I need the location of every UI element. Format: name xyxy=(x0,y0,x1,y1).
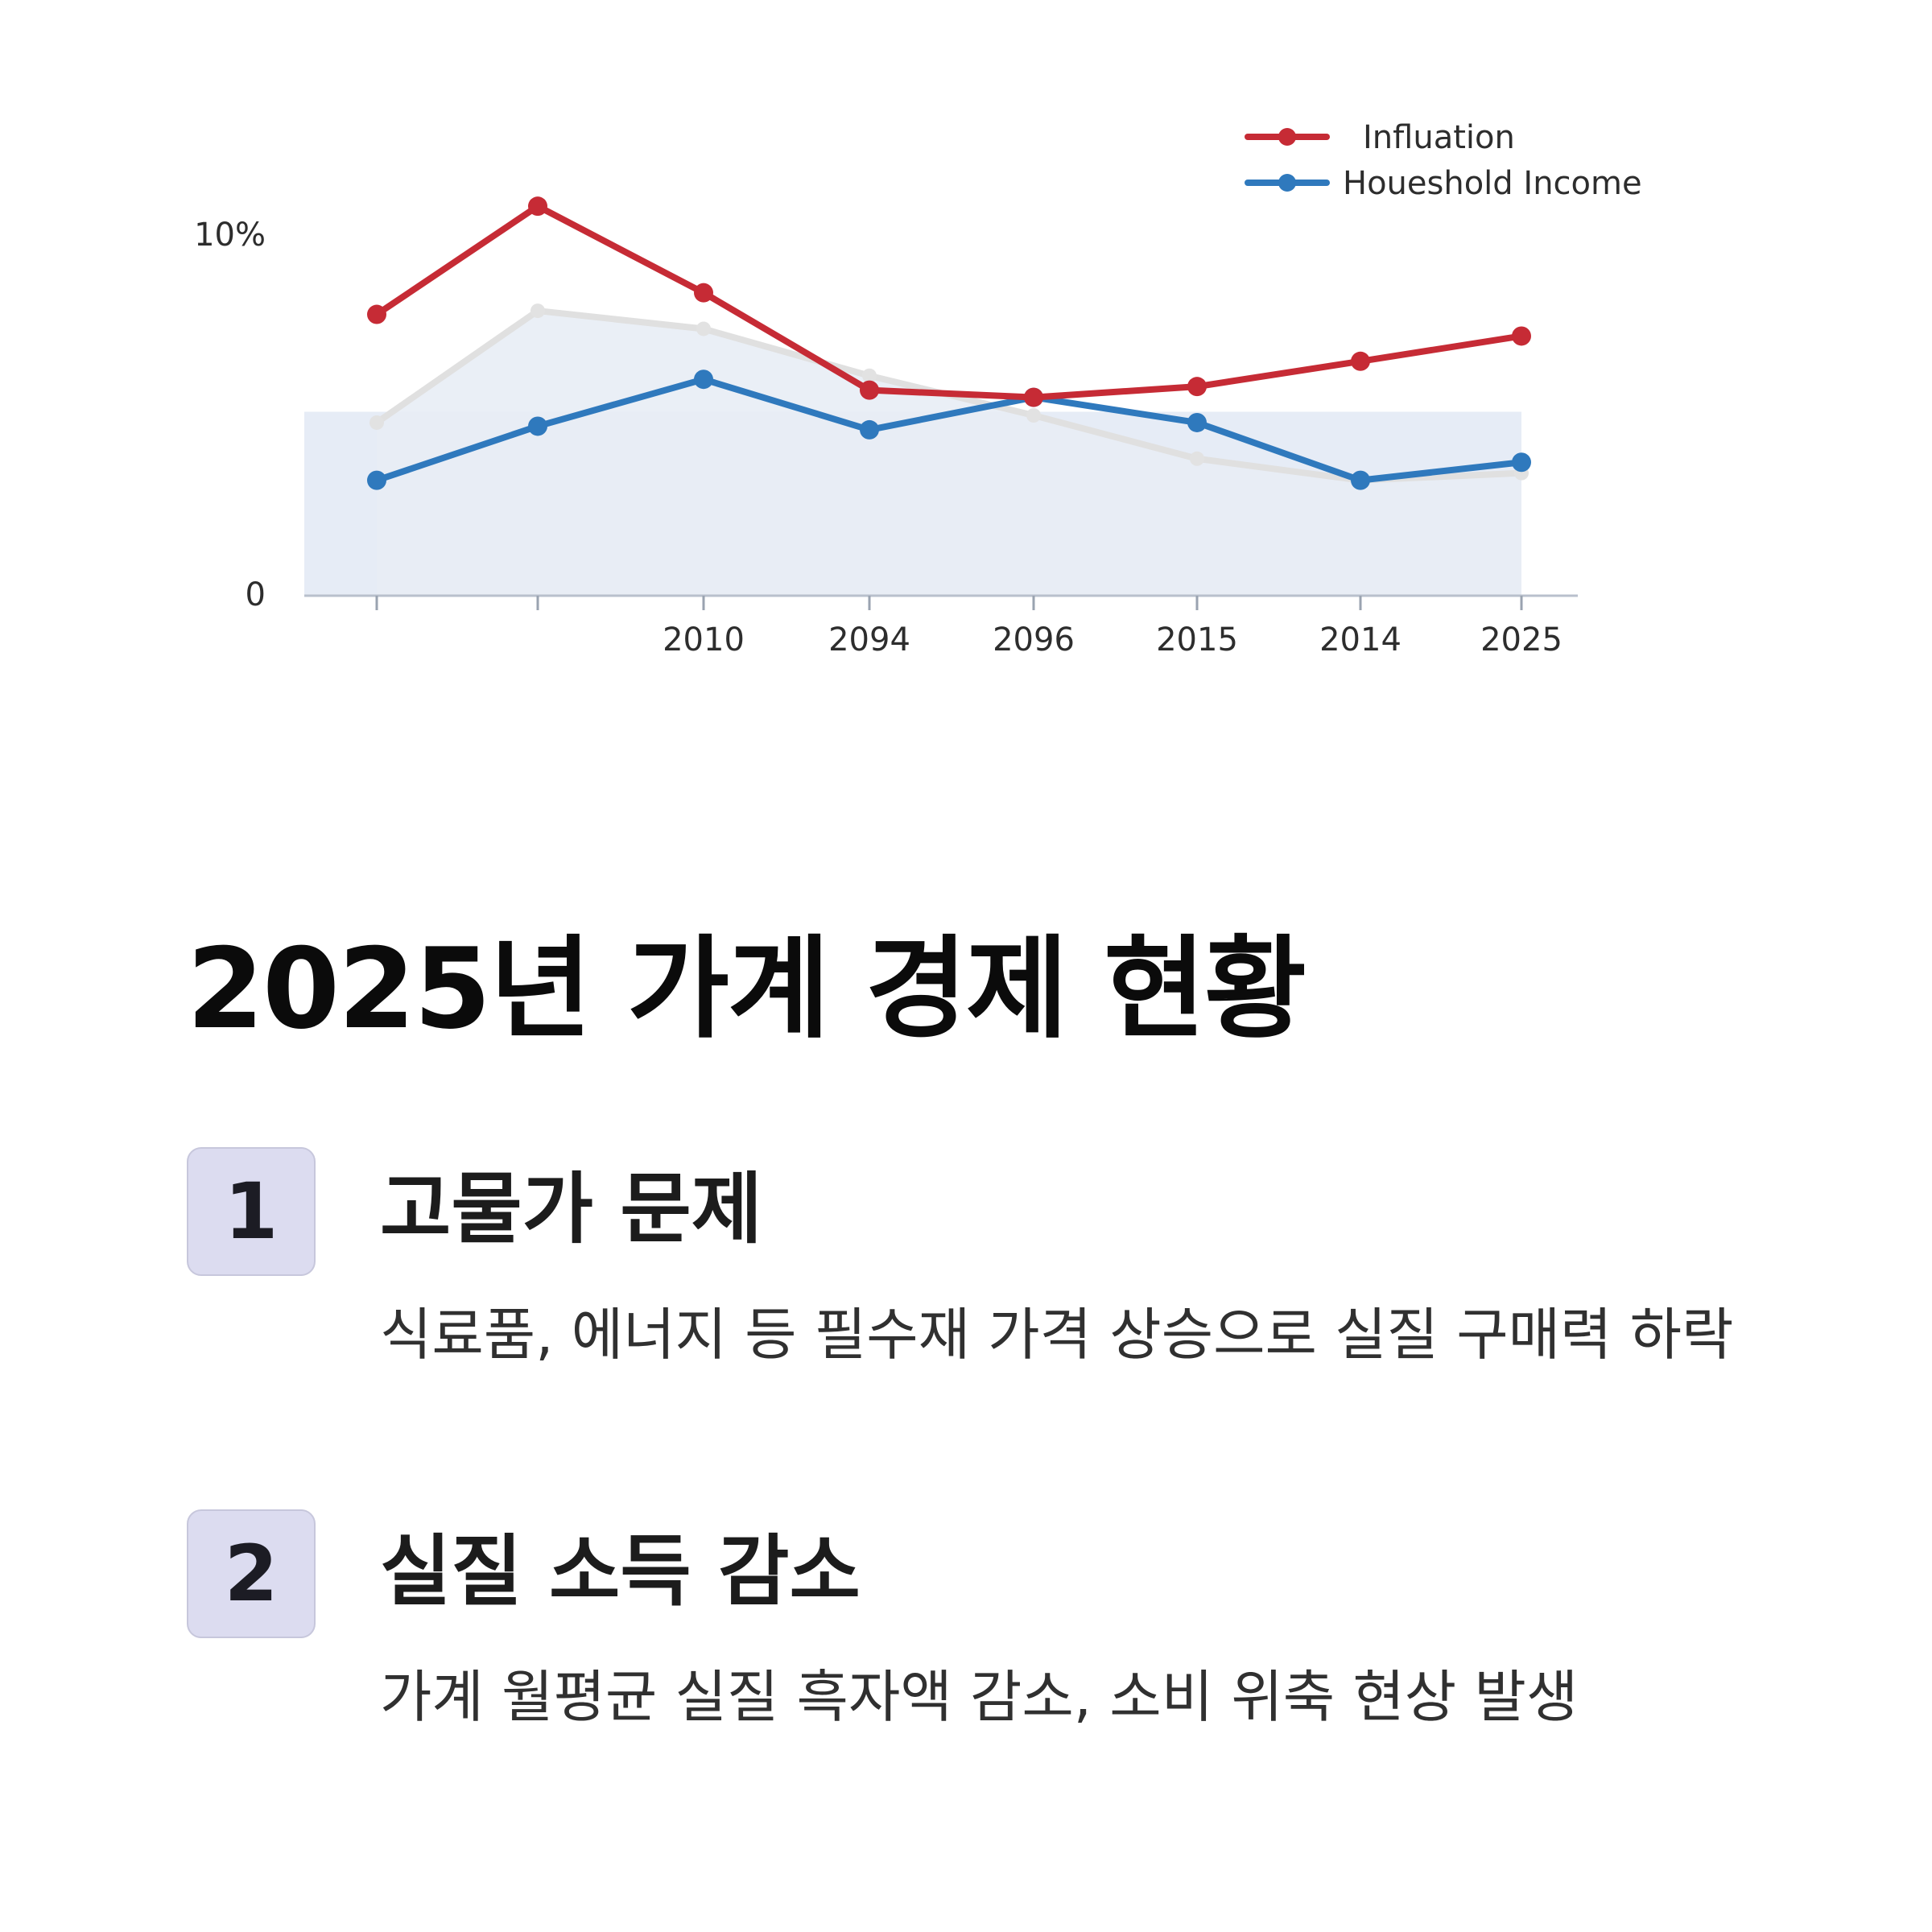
background-area-layer xyxy=(304,303,1529,596)
background-area-point xyxy=(530,303,545,319)
legend: Influation Houeshold Income xyxy=(1245,119,1642,202)
series-line-influation xyxy=(374,203,1525,401)
data-point-household-income xyxy=(1187,412,1207,432)
data-point-household-income xyxy=(528,416,547,436)
data-point-influation xyxy=(694,283,713,303)
x-tick-label: 2015 xyxy=(1156,621,1238,658)
background-area-point xyxy=(369,415,384,430)
item-title: 고물가 문제 xyxy=(380,1164,763,1254)
data-point-household-income xyxy=(367,470,386,490)
data-point-household-income xyxy=(860,419,879,440)
data-point-influation xyxy=(528,196,547,217)
legend-label-influation: Influation xyxy=(1363,119,1515,156)
data-point-influation xyxy=(1351,351,1370,371)
item-description: 식료품, 에너지 등 필수재 가격 상승으로 실질 구매력 하락 xyxy=(380,1302,1734,1368)
axes: 10% 0 xyxy=(194,217,1578,613)
x-tick-label: 2010 xyxy=(663,621,745,658)
background-area-point xyxy=(862,368,877,383)
x-tick-label: 2094 xyxy=(828,621,910,658)
x-tick-label: 2096 xyxy=(993,621,1075,658)
line-chart: 10% 0 2010 2094 2096 2015 2014 2025 Influatio… xyxy=(194,119,1642,658)
data-point-influation xyxy=(1512,326,1531,346)
background-area-point xyxy=(696,321,711,336)
x-ticks: 2010 2094 2096 2015 2014 2025 xyxy=(375,596,1563,658)
data-point-influation xyxy=(1187,377,1207,397)
item-title: 실질 소득 감소 xyxy=(380,1526,861,1616)
background-area-point xyxy=(1026,408,1041,423)
background-area-shape xyxy=(377,311,1521,596)
data-point-household-income xyxy=(1351,470,1370,490)
legend-income-swatch-dot xyxy=(1278,174,1296,192)
list-item-1: 1 고물가 문제 식료품, 에너지 등 필수재 가격 상승으로 실질 구매력 하… xyxy=(187,1147,1797,1389)
item-description: 가계 월평균 실질 흑자액 감소, 소비 위축 현상 발생 xyxy=(380,1664,1579,1730)
series-layer xyxy=(367,196,1531,490)
series-line-household-income xyxy=(374,376,1525,484)
page-title: 2025년 가계 경제 현황 xyxy=(187,924,1307,1054)
x-tick-label: 2025 xyxy=(1480,621,1563,658)
data-point-household-income xyxy=(1512,452,1531,473)
data-point-influation xyxy=(860,380,879,400)
data-point-influation xyxy=(1024,387,1043,407)
background-area-point xyxy=(1190,451,1204,466)
data-point-influation xyxy=(367,304,386,324)
item-number-badge: 2 xyxy=(187,1509,316,1638)
y-tick-label-top: 10% xyxy=(194,217,266,254)
x-tick-label: 2014 xyxy=(1319,621,1402,658)
y-tick-label-zero: 0 xyxy=(246,576,266,613)
data-point-household-income xyxy=(694,369,713,390)
item-number-badge: 1 xyxy=(187,1147,316,1276)
legend-label-household-income: Houeshold Income xyxy=(1343,165,1642,202)
list-item-2: 2 실질 소득 감소 가계 월평균 실질 흑자액 감소, 소비 위축 현상 발생 xyxy=(187,1509,1797,1751)
legend-influation-swatch-dot xyxy=(1278,128,1296,146)
